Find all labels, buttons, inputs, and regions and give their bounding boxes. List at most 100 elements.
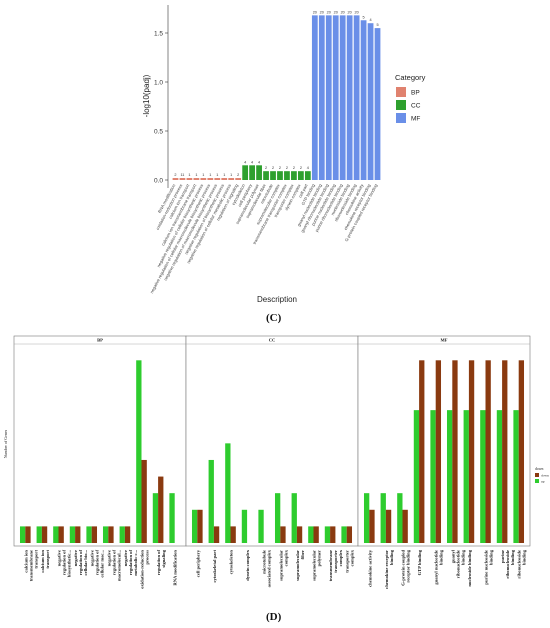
panel-c-bar: [291, 171, 297, 180]
panel-d-bar-down: [197, 509, 203, 543]
panel-d-bar-down: [419, 360, 425, 543]
panel-d-bar-up: [119, 526, 125, 543]
panel-d-bar-up: [69, 526, 76, 543]
panel-d-x-tick-label: binding: [439, 549, 444, 565]
panel-d-bar-up: [308, 526, 314, 543]
panel-c-bar-label: 2: [286, 166, 288, 170]
panel-c-bar: [346, 15, 353, 180]
panel-d-bar-down: [296, 526, 303, 543]
panel-d-bar-down: [25, 526, 31, 543]
panel-c-bar: [325, 15, 332, 180]
panel-c-bar-label: 2: [293, 166, 295, 170]
panel-d-facet-title: CC: [269, 338, 276, 343]
panel-d-bar-down: [213, 526, 220, 543]
panel-c-label: (C): [266, 312, 282, 324]
panel-d-x-tick-label: negative: [57, 550, 62, 566]
panel-d-x-tick-label: microtubule: [262, 550, 267, 574]
panel-d-bar-up: [136, 360, 142, 543]
panel-d-bar-up: [341, 526, 347, 543]
panel-d-x-tick-label: supramolecular: [295, 550, 300, 581]
panel-d-bar-down: [141, 459, 147, 543]
panel-c-bar: [179, 178, 186, 180]
panel-d-x-tick-label: binding: [522, 549, 527, 565]
panel-d-bar-up: [225, 443, 231, 543]
panel-d-bar-down: [108, 526, 114, 543]
panel-d-x-tick-label: macromolecul...: [116, 550, 121, 581]
panel-d-legend-swatch: [535, 473, 539, 477]
panel-d-x-tick-label: regulation of: [156, 550, 161, 576]
panel-c-bar-label: 20: [313, 10, 317, 14]
panel-d-x-tick-label: chemokine activity: [367, 549, 372, 587]
panel-d-bar-up: [53, 526, 59, 543]
panel-d-bar-down: [91, 526, 98, 543]
panel-d-bar-down: [75, 526, 81, 543]
panel-c-bar-label: 20: [354, 10, 358, 14]
panel-d-bar-up: [102, 526, 109, 543]
panel-d-x-tick-label: calcium ion: [40, 550, 45, 573]
panel-d-bar-down: [452, 360, 458, 543]
panel-c-bar-label: 4: [244, 160, 246, 164]
panel-c-bar-label: 2: [279, 166, 281, 170]
panel-d-x-tick-label: ribonucleoside: [517, 550, 522, 579]
panel-d-bar-up: [152, 493, 159, 543]
panel-d-legend: down down up: [535, 467, 549, 484]
panel-d-bar-down: [402, 509, 408, 543]
panel-c-bar-label: 1: [188, 173, 190, 177]
panel-c-bar-label: 2: [272, 166, 274, 170]
panel-c-bar: [360, 20, 367, 181]
panel-c-bar-label: 1: [202, 173, 204, 177]
panel-c-bar: [311, 15, 318, 180]
panel-c-bar-label: 2: [265, 166, 267, 170]
panel-d-bar-down: [485, 360, 491, 543]
panel-c-bar-label: 1: [230, 173, 232, 177]
panel-d-x-tick-label: ribonucleoside: [505, 550, 510, 579]
panel-c-bar-label: 20: [341, 10, 345, 14]
panel-d-x-tick-label: binding: [460, 549, 465, 565]
panel-c-bar: [256, 165, 262, 180]
panel-d-bar-up: [169, 493, 175, 543]
panel-d-x-tick-label: transport: [45, 550, 50, 569]
panel-c-bar: [284, 171, 290, 180]
panel-d-x-tick-label: associated complex: [267, 549, 272, 587]
panel-c-bar: [200, 178, 207, 180]
panel-c-bar: [235, 178, 242, 180]
panel-d-bar-up: [413, 410, 420, 543]
panel-d-x-tick-label: metabolic c...: [133, 550, 138, 576]
panel-c-legend-swatch: [396, 87, 406, 97]
panel-d-x-tick-label: cytoskeletal part: [212, 550, 217, 583]
panel-c-bar: [193, 178, 200, 180]
panel-d-facet-title: MF: [441, 338, 448, 343]
panel-c-bar: [367, 23, 374, 181]
panel-c-legend-label: BP: [411, 90, 420, 97]
panel-d-x-tick-label: transporter: [345, 550, 350, 573]
panel-d-x-tick-label: cellular mac...: [100, 550, 105, 577]
panel-c-bar: [214, 178, 221, 180]
panel-d-bar-up: [208, 459, 214, 543]
panel-d-x-tick-label: cell periphery: [195, 549, 200, 577]
panel-d-bar-up: [291, 493, 297, 543]
panel-d-x-tick-label: transmembrane: [328, 550, 333, 581]
panel-d-bar-down: [230, 526, 236, 543]
panel-d-x-tick-label: regulation of: [128, 550, 133, 576]
panel-d-facet-frame: [185, 335, 359, 547]
panel-c-x-axis-label: Description: [257, 295, 297, 304]
panel-c-y-tick-label: 0.0: [154, 178, 163, 185]
panel-d-bar-up: [36, 526, 42, 543]
panel-c-y-tick-label: 1.0: [154, 80, 163, 87]
panel-d-bar-up: [241, 509, 248, 543]
panel-d-bar-up: [496, 410, 503, 543]
panel-c-bar: [228, 178, 235, 180]
panel-d-x-tick-label: supramolecular: [312, 550, 317, 581]
panel-c-bar-label: 2: [300, 166, 302, 170]
panel-d-legend-title: down: [535, 467, 544, 471]
panel-d-x-tick-label: ribonucleotide: [455, 550, 460, 578]
panel-d-legend-label: down: [541, 474, 549, 478]
panel-d-bar-up: [258, 509, 264, 543]
panel-d-x-tick-label: RNA modification: [173, 550, 178, 586]
panel-c-bar: [186, 178, 193, 180]
panel-c-legend-title: Category: [395, 73, 426, 82]
panel-d-x-tick-label: transporter: [333, 550, 338, 573]
panel-d-facet-title: BP: [97, 338, 103, 343]
panel-c-bar: [298, 171, 304, 180]
